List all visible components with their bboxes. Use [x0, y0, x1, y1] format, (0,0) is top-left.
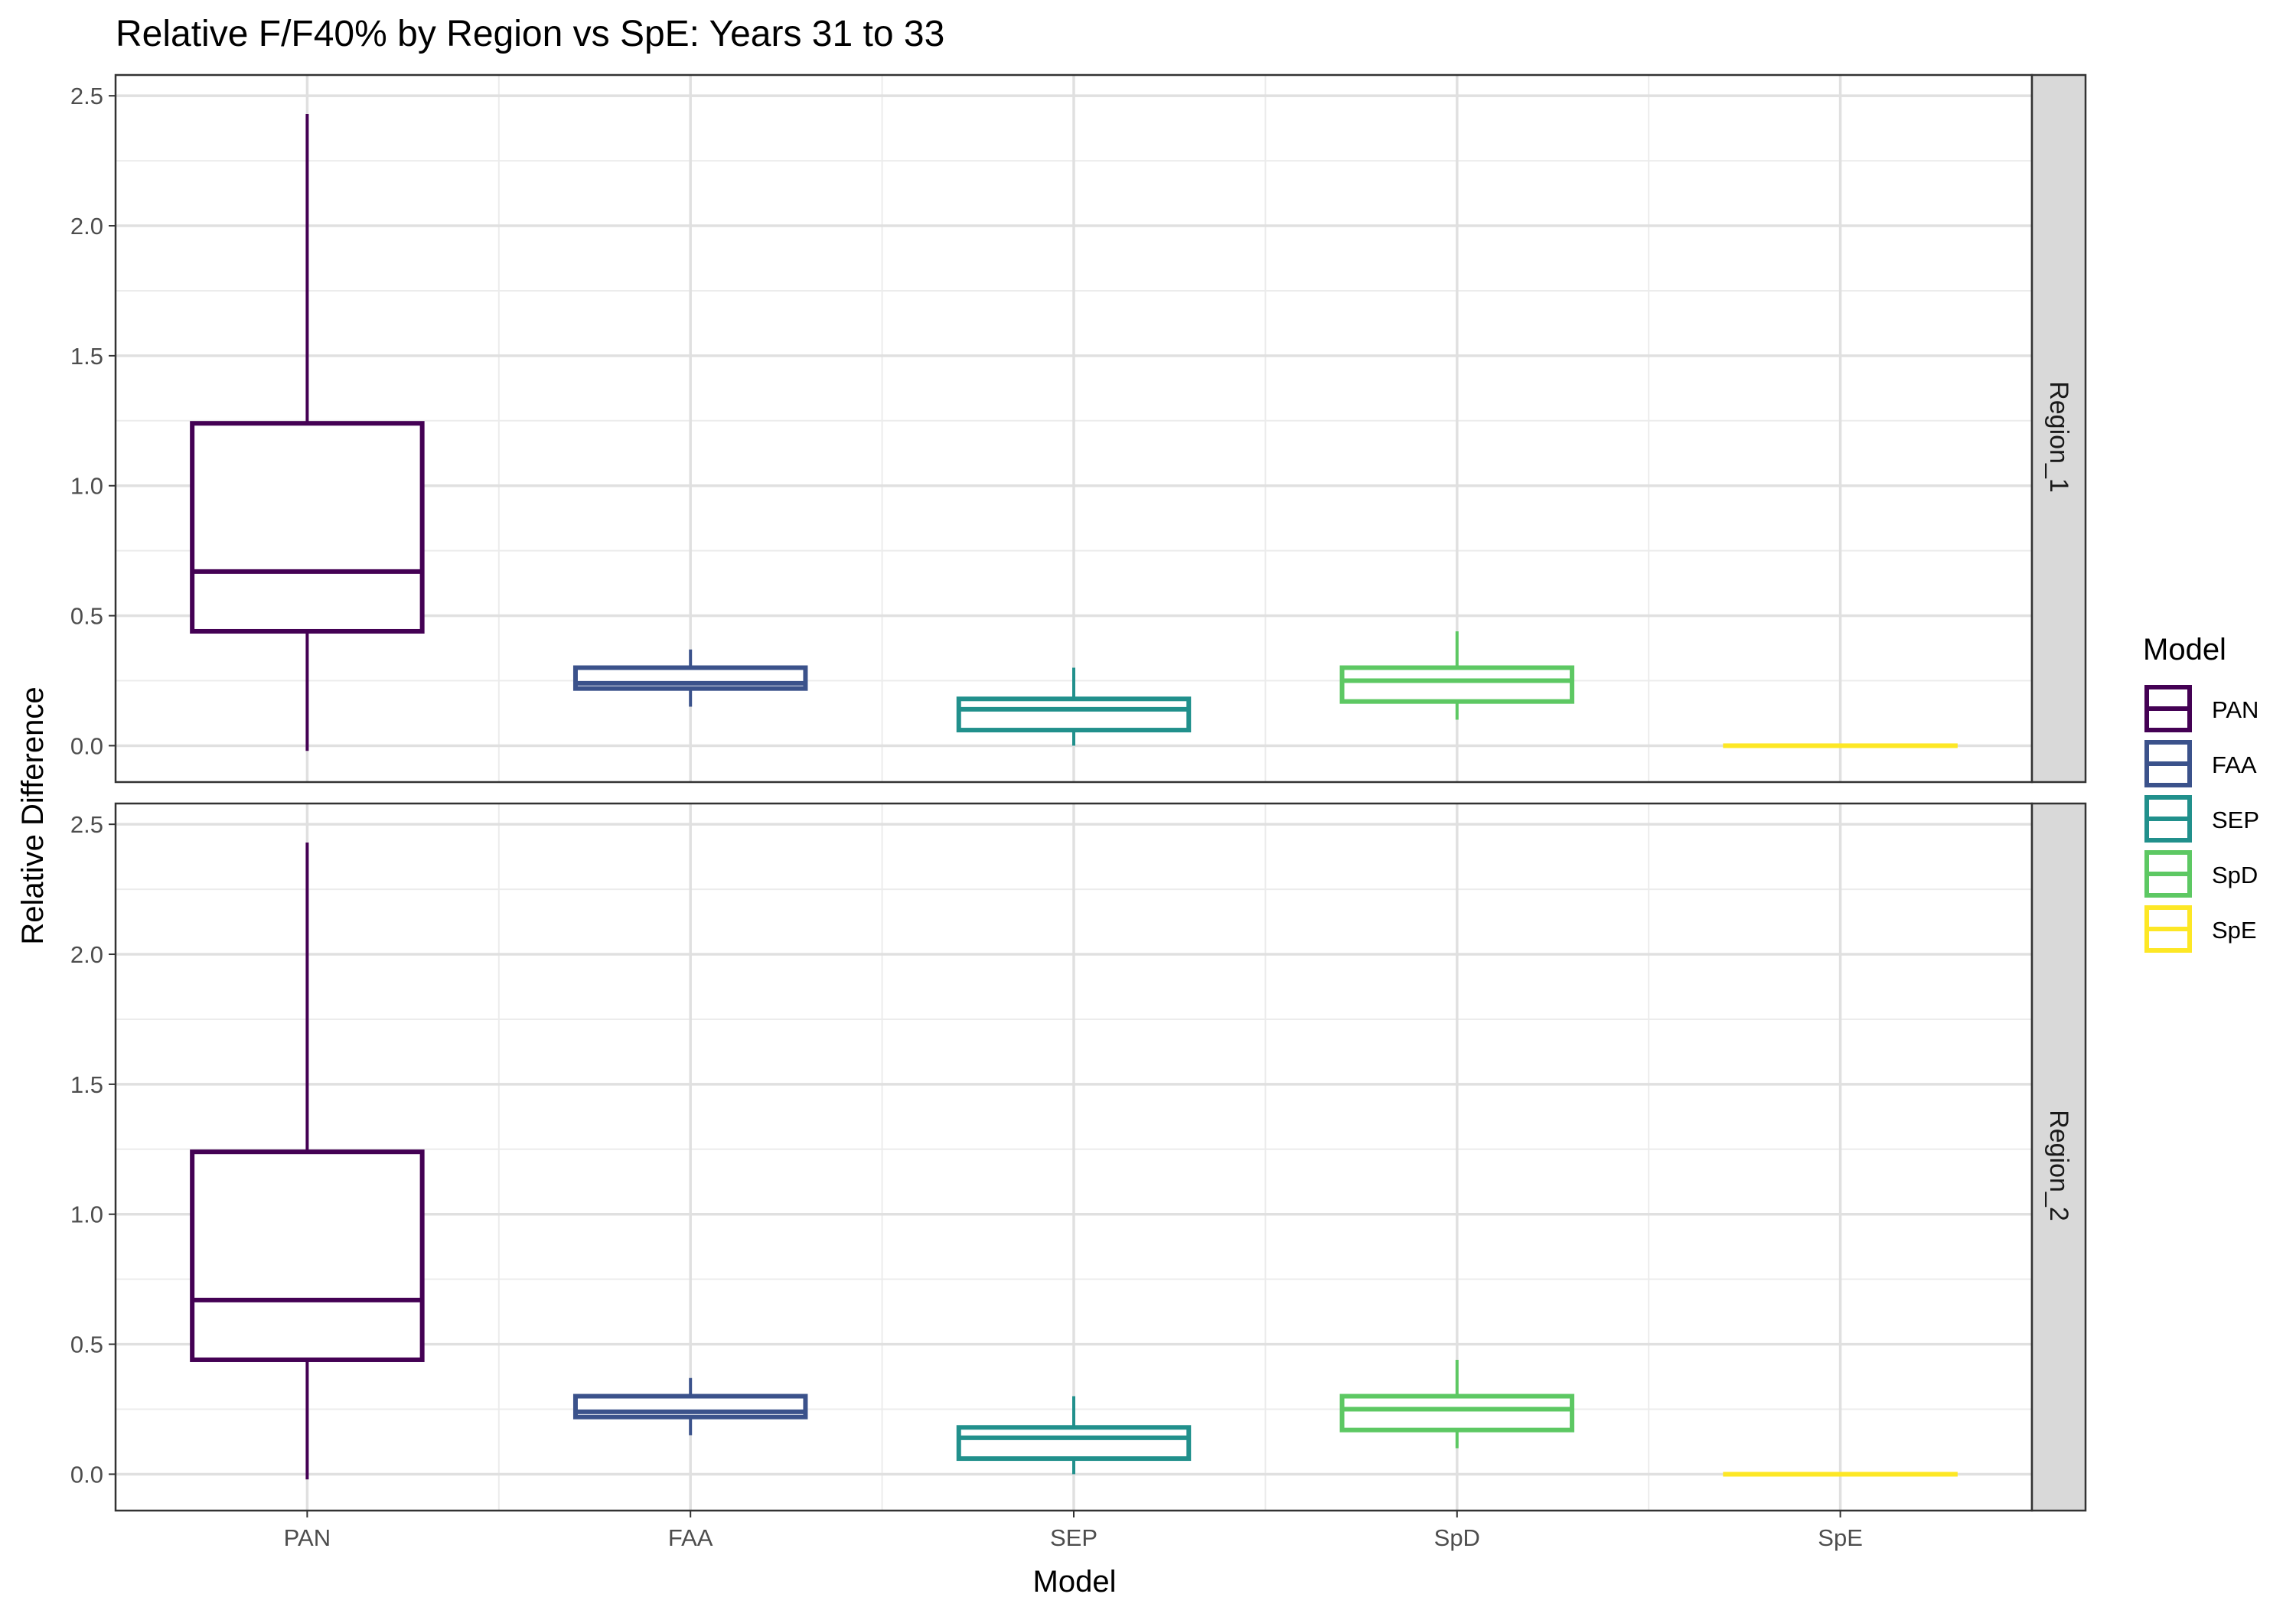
legend-title: Model — [2143, 633, 2226, 667]
legend: Model PAN FAA SEP SpD SpE — [2143, 633, 2259, 953]
legend-entry-pan: PAN — [2144, 685, 2258, 732]
x-tick-label: SEP — [1050, 1524, 1097, 1551]
box-spd — [1339, 631, 1575, 720]
box-body — [1339, 1393, 1575, 1433]
chart-title: Relative F/F40% by Region vs SpE: Years … — [116, 14, 944, 54]
facet-strip — [2030, 73, 2087, 784]
y-tick-label: 2.0 — [70, 213, 103, 240]
x-tick-label: PAN — [284, 1524, 331, 1551]
y-tick-label: 0.0 — [70, 1461, 103, 1488]
box-faa — [572, 649, 808, 707]
legend-entry-faa: FAA — [2144, 740, 2257, 787]
facet-strip-label: Region_1 — [2044, 381, 2073, 493]
box-sep — [956, 667, 1192, 746]
x-axis: PAN FAA SEP SpD SpE — [284, 1511, 1863, 1551]
y-tick-label: 2.5 — [70, 83, 103, 109]
box-body — [956, 696, 1192, 733]
box-body — [190, 421, 425, 634]
legend-entry-spd: SpD — [2144, 850, 2258, 898]
y-tick-label: 1.0 — [70, 1201, 103, 1228]
box-body — [190, 1149, 425, 1362]
facet-strip — [2030, 802, 2087, 1512]
panel-region-1: 0.0 0.5 1.0 1.5 2.0 2.5 Region_1 — [70, 73, 2087, 784]
box-pan — [190, 113, 425, 751]
panels: 0.0 0.5 1.0 1.5 2.0 2.5 Region_1 0.0 0.5 1.0 1.5 2.… — [70, 73, 2087, 1512]
legend-label: FAA — [2212, 751, 2257, 778]
legend-entry-spe: SpE — [2144, 905, 2257, 953]
legend-label: SpD — [2212, 862, 2258, 888]
y-tick-label: 0.5 — [70, 603, 103, 630]
legend-label: SpE — [2212, 917, 2257, 944]
panel-region-2: 0.0 0.5 1.0 1.5 2.0 2.5 Region_2 — [70, 802, 2087, 1512]
y-tick-label: 0.0 — [70, 732, 103, 759]
x-tick-label: SpE — [1818, 1524, 1863, 1551]
y-tick-label: 2.5 — [70, 811, 103, 838]
box-pan — [190, 842, 425, 1480]
box-body — [1339, 665, 1575, 704]
legend-label: PAN — [2212, 696, 2258, 723]
legend-label: SEP — [2212, 807, 2259, 833]
box-body — [956, 1425, 1192, 1462]
y-tick-label: 1.0 — [70, 473, 103, 500]
box-faa — [572, 1377, 808, 1436]
x-tick-label: SpD — [1434, 1524, 1480, 1551]
x-axis-title: Model — [1033, 1565, 1117, 1599]
y-axis-title: Relative Difference — [16, 686, 50, 944]
legend-entry-sep: SEP — [2144, 795, 2259, 843]
box-sep — [956, 1396, 1192, 1475]
y-tick-label: 0.5 — [70, 1332, 103, 1358]
x-tick-label: FAA — [668, 1524, 713, 1551]
facet-strip-label: Region_2 — [2044, 1110, 2073, 1221]
y-tick-label: 2.0 — [70, 941, 103, 968]
y-tick-label: 1.5 — [70, 1071, 103, 1098]
y-tick-label: 1.5 — [70, 343, 103, 370]
box-spd — [1339, 1359, 1575, 1449]
